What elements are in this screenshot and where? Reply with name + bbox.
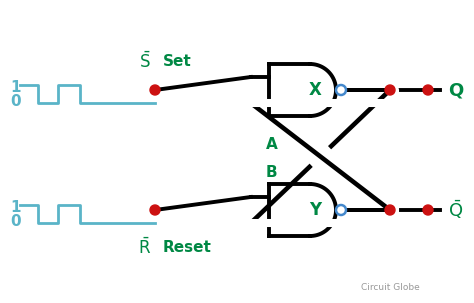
Text: $\bar{\mathrm{S}}$: $\bar{\mathrm{S}}$ <box>139 52 151 72</box>
Text: A: A <box>266 137 277 152</box>
Text: Q: Q <box>448 81 463 99</box>
Text: $\bar{\mathrm{Q}}$: $\bar{\mathrm{Q}}$ <box>448 199 463 221</box>
Text: $\bar{\mathrm{R}}$: $\bar{\mathrm{R}}$ <box>138 238 152 258</box>
Text: 1: 1 <box>10 199 20 215</box>
Text: 0: 0 <box>10 94 21 108</box>
Circle shape <box>150 85 160 95</box>
Circle shape <box>336 85 346 95</box>
Text: Reset: Reset <box>163 241 211 255</box>
Text: 0: 0 <box>10 214 21 228</box>
Circle shape <box>150 205 160 215</box>
Text: Y: Y <box>309 201 321 219</box>
Text: Set: Set <box>163 55 191 69</box>
Circle shape <box>423 205 433 215</box>
Text: 1: 1 <box>10 79 20 95</box>
Text: X: X <box>309 81 321 99</box>
Circle shape <box>336 205 346 215</box>
Circle shape <box>385 205 395 215</box>
Text: B: B <box>266 165 277 180</box>
Text: Circuit Globe: Circuit Globe <box>361 284 419 292</box>
Circle shape <box>385 85 395 95</box>
Circle shape <box>423 85 433 95</box>
